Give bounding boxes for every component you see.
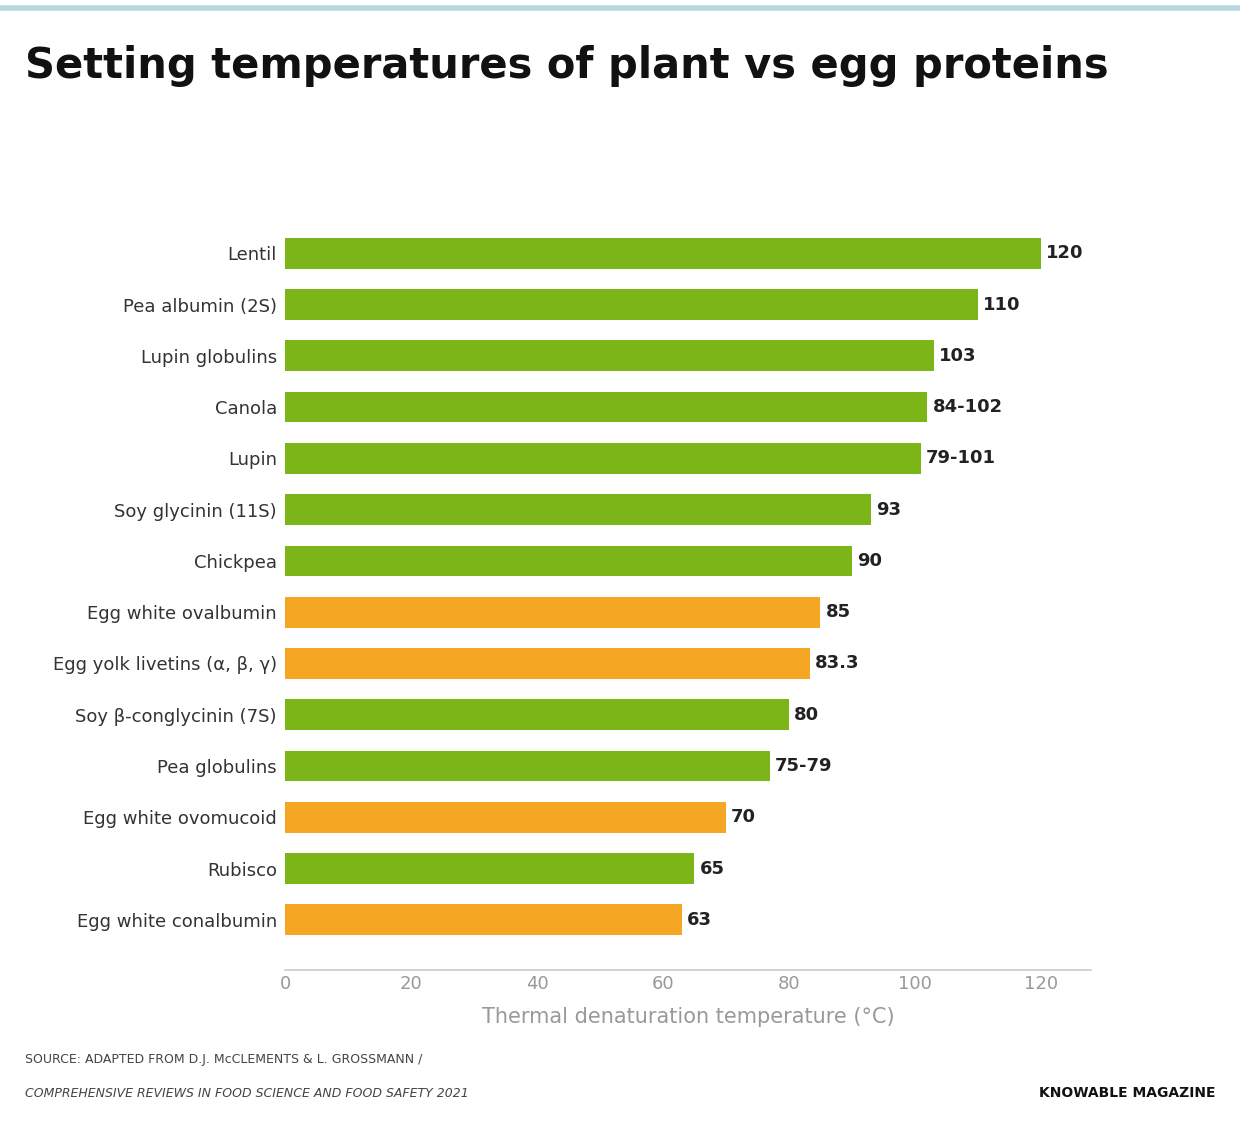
- Text: COMPREHENSIVE REVIEWS IN FOOD SCIENCE AND FOOD SAFETY 2021: COMPREHENSIVE REVIEWS IN FOOD SCIENCE AN…: [25, 1086, 469, 1100]
- Text: 93: 93: [875, 501, 900, 519]
- Text: SOURCE: ADAPTED FROM D.J. McCLEMENTS & L. GROSSMANN /: SOURCE: ADAPTED FROM D.J. McCLEMENTS & L…: [25, 1052, 422, 1066]
- Bar: [285, 699, 789, 730]
- Bar: [285, 341, 934, 371]
- Text: 120: 120: [1045, 245, 1084, 263]
- Bar: [285, 853, 694, 884]
- Text: 65: 65: [699, 860, 724, 878]
- Bar: [285, 443, 921, 474]
- Text: 75-79: 75-79: [775, 757, 832, 775]
- Text: KNOWABLE MAGAZINE: KNOWABLE MAGAZINE: [1039, 1086, 1215, 1100]
- Bar: [285, 597, 821, 627]
- Bar: [285, 649, 810, 679]
- Text: 80: 80: [794, 706, 820, 724]
- Text: 83.3: 83.3: [815, 654, 859, 672]
- Text: 90: 90: [857, 552, 882, 570]
- Bar: [285, 238, 1040, 268]
- Text: 79-101: 79-101: [926, 449, 996, 467]
- Bar: [285, 391, 928, 423]
- Bar: [285, 750, 770, 782]
- Bar: [285, 494, 870, 525]
- Text: 103: 103: [939, 346, 976, 364]
- Text: 63: 63: [687, 910, 712, 928]
- Text: 110: 110: [983, 296, 1021, 314]
- Bar: [285, 289, 978, 320]
- Bar: [285, 802, 725, 832]
- X-axis label: Thermal denaturation temperature (°C): Thermal denaturation temperature (°C): [482, 1007, 894, 1026]
- Bar: [285, 905, 682, 935]
- Text: 85: 85: [826, 603, 851, 622]
- Bar: [285, 546, 852, 576]
- Text: 70: 70: [732, 809, 756, 827]
- Text: 84-102: 84-102: [932, 398, 1003, 416]
- Text: Setting temperatures of plant vs egg proteins: Setting temperatures of plant vs egg pro…: [25, 45, 1109, 87]
